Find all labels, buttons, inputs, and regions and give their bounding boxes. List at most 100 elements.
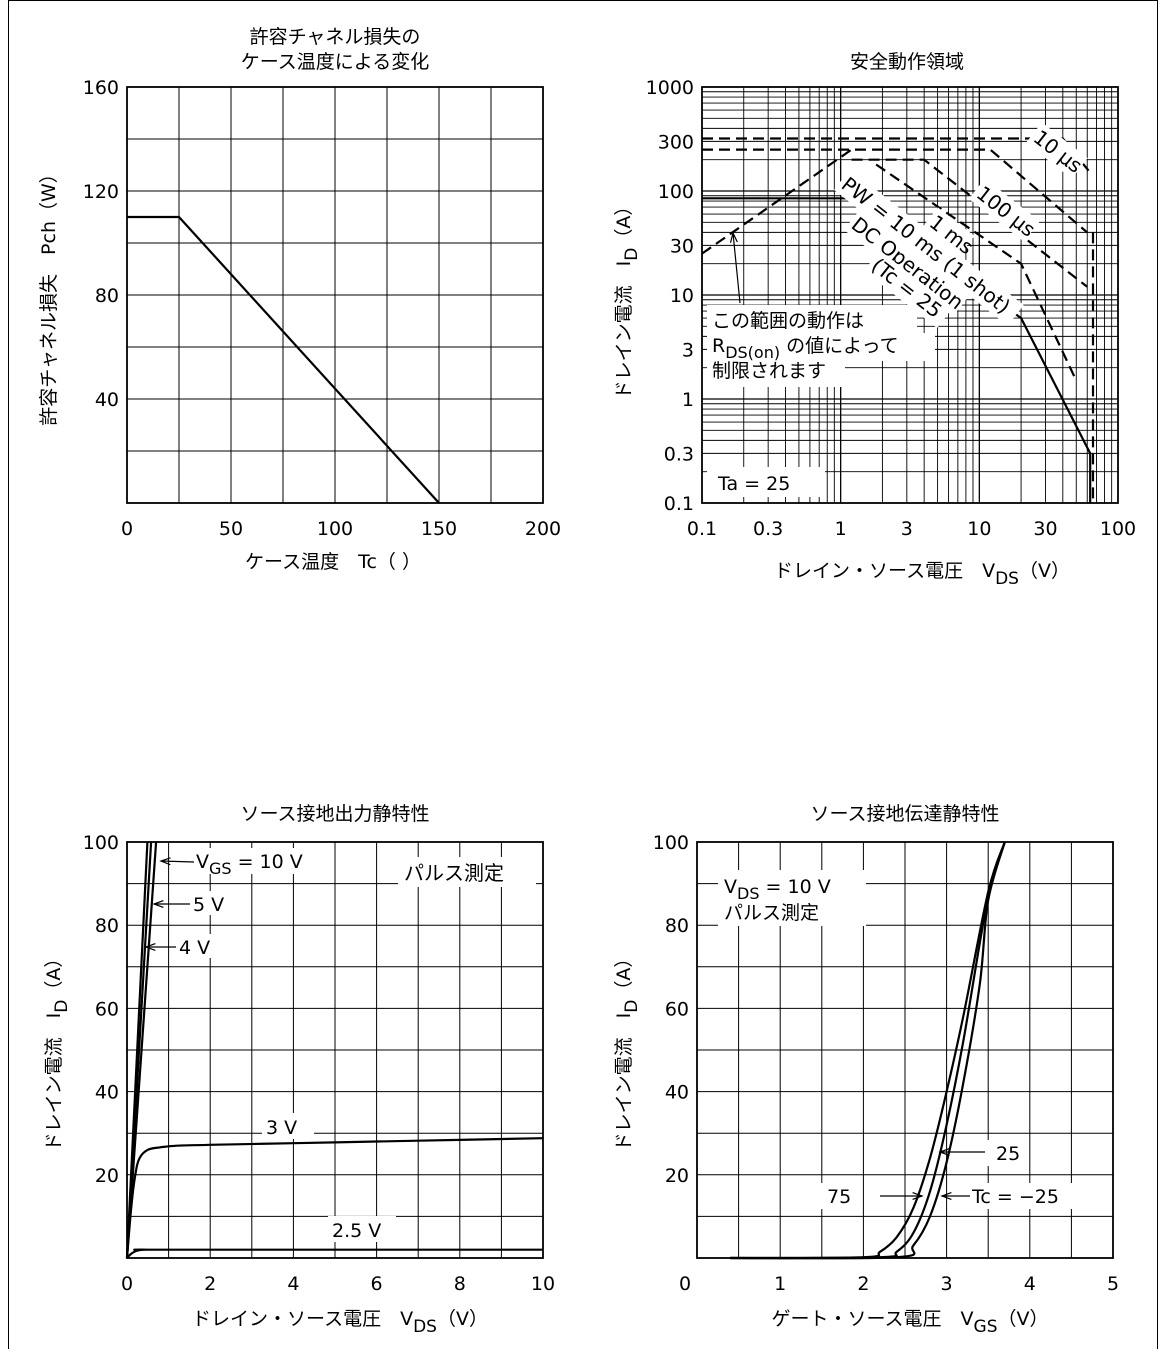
chart4-arrow-m25-head: [940, 1192, 952, 1200]
chart4-y-tick-label: 80: [665, 915, 689, 937]
chart2-series-line: [851, 158, 1088, 288]
chart2-series-line: [702, 137, 1092, 174]
chart4-ylabel: ドレイン電流 ID（A）: [613, 949, 642, 1152]
chart4-note-bg: [718, 870, 866, 926]
chart3-pulse-bg: [398, 857, 536, 887]
chart2-title: 安全動作領域: [850, 51, 964, 73]
chart3-arrow-10v: [160, 860, 195, 863]
chart2-note-bg1: [707, 305, 917, 333]
chart-safe-operating-area: 安全動作領域 0.1 0.3 1 3 10 30 100 0.1 0.3 1 3 10 30 100 300…: [613, 51, 1136, 589]
chart4-x-tick-label: 3: [941, 1273, 953, 1295]
chart4-label-tcm25: Tc = −25: [971, 1186, 1059, 1208]
chart2-note-line1: この範囲の動作は: [712, 310, 864, 332]
chart4-x-tick-label: 5: [1107, 1273, 1119, 1295]
chart2-y-tick-label: 0.1: [664, 493, 694, 515]
chart2-ta-bg: [707, 467, 825, 497]
chart1-ylabel: 許容チャネル損失 Pch（W）: [38, 164, 60, 426]
chart1-y-tick-label: 40: [95, 389, 119, 411]
chart1-y-tick-label: 80: [95, 285, 119, 307]
chart4-tc-bg: [966, 1183, 1074, 1209]
chart2-ta-label: Ta = 25: [717, 473, 790, 495]
chart1-x-tick-label: 150: [421, 518, 457, 540]
chart2-x-tick-label: 3: [901, 518, 913, 540]
chart2-y-tick-label: 1000: [646, 77, 694, 99]
chart3-x-tick-label: 2: [204, 1273, 216, 1295]
chart2-y-tick-label: 3: [682, 339, 694, 361]
chart3-xlabel: ドレイン・ソース電圧 VDS（V）: [192, 1308, 488, 1337]
chart1-x-tick-label: 200: [525, 518, 561, 540]
chart3-arrow-4v-head: [144, 943, 156, 951]
chart2-y-tick-label: 30: [670, 235, 694, 257]
chart1-x-tick-label: 50: [219, 518, 243, 540]
chart4-label-vds: VDS = 10 V: [724, 876, 831, 903]
chart4-x-tick-label: 2: [857, 1273, 869, 1295]
chart3-x-tick-label: 10: [531, 1273, 555, 1295]
chart1-y-tick-label: 120: [83, 181, 119, 203]
chart3-y-tick-label: 80: [95, 915, 119, 937]
chart2-label-1ms-bg: [921, 207, 975, 257]
chart4-y-tick-label: 40: [665, 1082, 689, 1104]
chart2-plot-frame: [701, 86, 1119, 504]
chart3-x-tick-label: 8: [454, 1273, 466, 1295]
chart2-x-tick-label: 1: [835, 518, 847, 540]
chart2-x-tick-label: 0.1: [687, 518, 717, 540]
chart2-x-tick-label: 10: [967, 518, 991, 540]
chart3-x-tick-label: 0: [121, 1273, 133, 1295]
chart-output-characteristics: ソース接地出力静特性 0 2 4 6 8 10 20 40 60 80 100 VGS = 10 V 5…: [43, 803, 555, 1337]
chart1-series-pch: [127, 215, 440, 504]
chart3-arrow-10v-head: [159, 857, 171, 866]
chart2-y-tick-label: 1: [682, 389, 694, 411]
chart2-note-arrow: [732, 232, 741, 304]
chart3-series-25V: [126, 1248, 543, 1259]
figure-frame: [8, 0, 1158, 1349]
chart3-y-tick-label: 60: [95, 998, 119, 1020]
chart1-x-tick-label: 0: [121, 518, 133, 540]
chart2-x-tick-label: 100: [1100, 518, 1136, 540]
chart2-y-tick-label: 10: [670, 285, 694, 307]
chart4-label-pulse: パルス測定: [724, 902, 819, 924]
chart3-x-tick-label: 6: [371, 1273, 383, 1295]
chart3-label-3v: 3 V: [266, 1117, 297, 1139]
chart3-label-5v: 5 V: [193, 894, 224, 916]
chart3-3v-bg: [262, 1113, 314, 1139]
chart3-series-4V: [125, 841, 158, 1259]
chart2-ylabel: ドレイン電流 ID（A）: [613, 197, 642, 400]
chart1-plot-frame: [126, 86, 544, 504]
chart3-5v-bg: [190, 891, 234, 915]
chart4-arrow-75-head: [912, 1192, 924, 1200]
chart3-label-vgs: VGS = 10 V: [196, 851, 303, 878]
chart2-x-tick-label: 0.3: [753, 518, 783, 540]
chart3-y-tick-label: 100: [83, 832, 119, 854]
chart4-label-75: 75: [827, 1186, 851, 1208]
chart4-title: ソース接地伝達静特性: [810, 803, 999, 825]
chart3-arrow-5v-head: [152, 900, 164, 908]
chart2-y-tick-label: 0.3: [664, 443, 694, 465]
chart-pch-vs-tc: 許容チャネル損失の ケース温度による変化 0 50 100 150 200 40 80 120…: [38, 26, 561, 573]
chart2-note-bg2: [707, 333, 935, 361]
chart2-label-10ms-bg: [833, 169, 1024, 326]
chart4-y-tick-label: 60: [665, 998, 689, 1020]
chart2-label-dc-bg: [843, 209, 970, 316]
chart2-label-tc25-bg: [863, 250, 954, 329]
chart1-title-line2: ケース温度による変化: [241, 51, 429, 73]
chart3-x-tick-label: 4: [287, 1273, 299, 1295]
chart4-75-bg: [818, 1183, 862, 1209]
chart2-y-tick-label: 300: [658, 131, 694, 153]
chart4-y-tick-label: 100: [653, 832, 689, 854]
chart3-label-pulse: パルス測定: [404, 861, 504, 885]
chart3-4v-bg: [176, 934, 220, 958]
chart4-label-25: 25: [996, 1143, 1020, 1165]
chart2-note-arrow-head: [729, 231, 738, 243]
chart4-plot-frame: [696, 841, 1114, 1259]
chart3-title: ソース接地出力静特性: [240, 803, 429, 825]
chart4-arrow-25-head: [938, 1148, 950, 1156]
chart3-label-4v: 4 V: [179, 937, 210, 959]
chart-transfer-characteristics: ソース接地伝達静特性 0 1 2 3 4 5 20 40 60 80 100 VDS = 10 Vパル…: [613, 803, 1119, 1337]
chart1-x-tick-label: 100: [317, 518, 353, 540]
chart1-title-line1: 許容チャネル損失の: [250, 26, 421, 48]
chart4-x-tick-label: 1: [774, 1273, 786, 1295]
chart2-series-line: [875, 163, 1078, 382]
chart2-y-tick-label: 100: [658, 181, 694, 203]
chart4-x-tick-label: 0: [679, 1273, 691, 1295]
